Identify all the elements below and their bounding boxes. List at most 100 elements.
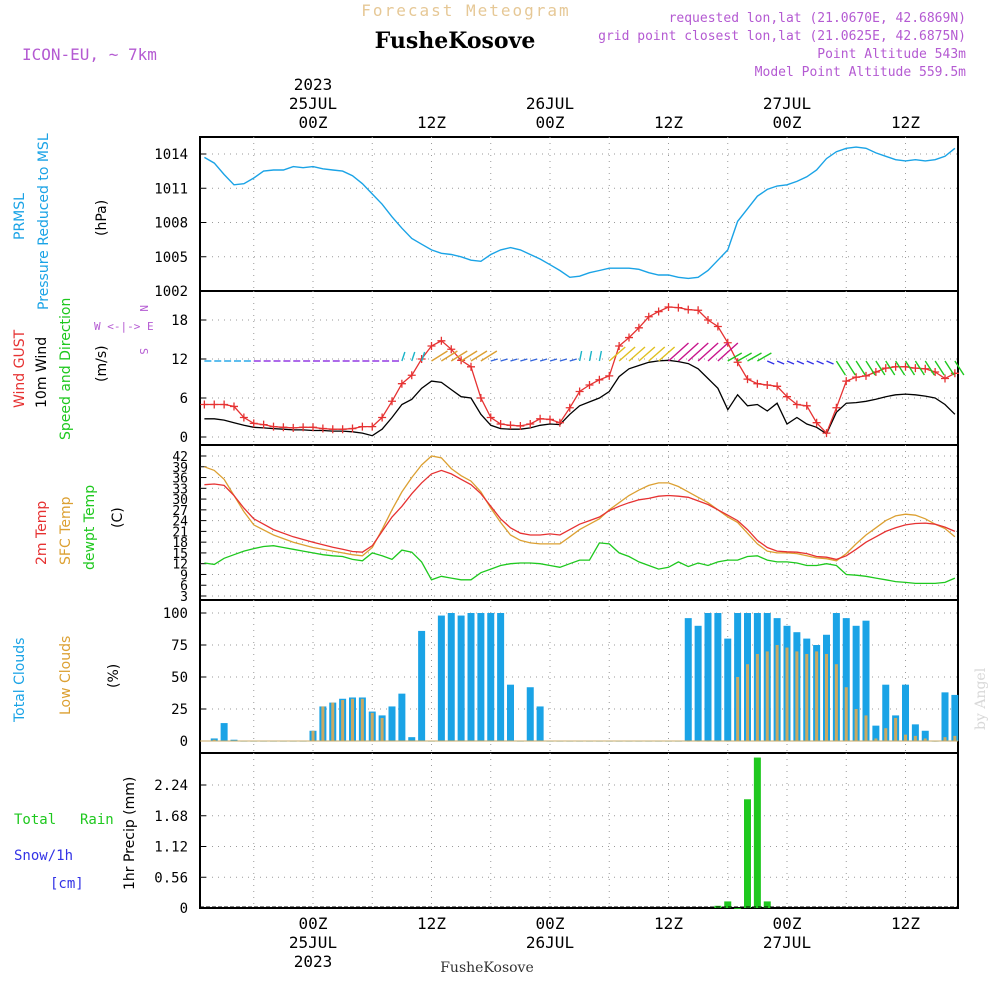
total-cloud-bar xyxy=(911,724,919,741)
wind-direction-arrow xyxy=(460,350,478,362)
wind-direction-arrow xyxy=(806,360,815,365)
total-cloud-bar xyxy=(951,694,959,741)
pressure-unit: (hPa) xyxy=(94,200,110,236)
wind-direction-arrow xyxy=(411,351,416,362)
total-cloud-bar xyxy=(862,620,870,741)
rain-bar xyxy=(753,757,761,908)
rain-bar xyxy=(744,799,751,908)
gust-point-marker xyxy=(595,375,604,384)
gust-point-marker xyxy=(378,413,387,422)
gust-point-marker xyxy=(536,414,545,423)
bottom-time-label: 12Z xyxy=(891,914,920,933)
wind-direction-arrow xyxy=(520,358,528,362)
wind-direction-arrow xyxy=(441,350,458,362)
wind-direction-arrow xyxy=(924,360,935,376)
gust-point-marker xyxy=(546,415,554,424)
ytick-label: 15 xyxy=(172,547,188,562)
gust-point-marker xyxy=(555,418,564,427)
clouds-unit: (%) xyxy=(106,664,122,688)
ytick-label: 0 xyxy=(180,901,188,917)
wind-direction-arrow xyxy=(707,342,729,362)
wind-direction-arrow xyxy=(431,350,448,362)
gust-point-marker xyxy=(812,418,821,427)
total-cloud-bar xyxy=(477,613,485,741)
wind-direction-arrow xyxy=(914,360,925,376)
wind-direction-arrow xyxy=(648,346,666,362)
total-cloud-bar xyxy=(497,613,505,741)
temp-label-dewpt: dewpt Temp xyxy=(82,485,98,570)
gust-point-marker xyxy=(881,364,890,373)
bottom-time-label: 12Z xyxy=(417,914,446,933)
ytick-label: 6 xyxy=(180,579,188,594)
gust-point-marker xyxy=(318,424,327,433)
total-cloud-bar xyxy=(902,684,909,741)
compass-rose: N W <-|-> E S xyxy=(94,305,154,355)
gust-point-marker xyxy=(753,379,762,388)
ytick-label: 0 xyxy=(180,734,188,750)
ytick-label: 18 xyxy=(172,536,188,551)
gust-point-marker xyxy=(348,424,357,433)
wind-direction-arrow xyxy=(608,346,626,362)
app-title: Forecast Meteogram xyxy=(361,1,570,20)
wind-direction-arrow xyxy=(747,352,762,362)
total-cloud-bar xyxy=(457,615,465,741)
wind-direction-arrow xyxy=(934,360,945,376)
gust-point-marker xyxy=(842,377,851,386)
gust-point-marker xyxy=(783,392,791,401)
gust-point-marker xyxy=(338,425,347,434)
total-cloud-bar xyxy=(526,687,534,741)
wind-direction-arrow xyxy=(865,360,876,376)
requested-coords: requested lon,lat (21.0670E, 42.6869N) xyxy=(669,11,966,26)
gust-point-marker xyxy=(358,422,367,431)
wind-direction-arrow xyxy=(697,342,719,362)
low-cloud-bar xyxy=(321,706,325,741)
gust-point-marker xyxy=(891,362,900,371)
top-time-label: 00Z xyxy=(773,113,802,132)
ytick-label: 6 xyxy=(180,391,188,407)
top-time-label: 12Z xyxy=(891,113,920,132)
precip-label-snow: Snow/1h xyxy=(14,848,73,864)
low-cloud-bar xyxy=(370,712,374,741)
low-cloud-bar xyxy=(746,664,749,741)
gust-point-marker xyxy=(476,394,485,402)
wind-direction-arrow xyxy=(500,358,508,362)
low-cloud-bar xyxy=(913,735,917,741)
precip-unit: 1hr Precip (mm) xyxy=(122,777,138,890)
wind-direction-arrow xyxy=(826,360,834,365)
low-cloud-bar xyxy=(351,698,354,741)
gust-point-marker xyxy=(694,306,703,315)
ytick-label: 75 xyxy=(171,638,188,654)
wind-label-gust: Wind GUST xyxy=(12,329,28,408)
low-cloud-bar xyxy=(844,687,848,741)
gust-point-marker xyxy=(832,403,841,412)
gust-point-marker xyxy=(397,379,406,388)
gust-point-marker xyxy=(625,333,633,342)
ytick-label: 2.24 xyxy=(154,778,188,794)
gust-point-marker xyxy=(585,381,594,389)
gust-point-marker xyxy=(763,381,772,389)
footer-location: FusheKosove xyxy=(440,960,534,976)
low-cloud-bar xyxy=(943,737,947,741)
low-cloud-bar xyxy=(923,738,927,741)
low-cloud-bar xyxy=(864,715,868,741)
total-cloud-bar xyxy=(536,706,544,741)
total-cloud-bar xyxy=(694,625,702,741)
ytick-label: 1.12 xyxy=(154,840,188,856)
gust-point-marker xyxy=(279,423,288,432)
data-layer xyxy=(200,146,965,909)
panel-frames xyxy=(199,136,959,909)
low-cloud-bar xyxy=(874,738,878,741)
wind-direction-arrow xyxy=(727,352,743,362)
wind-direction-arrow xyxy=(510,358,518,362)
point-altitude: Point Altitude 543m xyxy=(817,47,966,62)
gust-point-marker xyxy=(249,419,258,428)
gust-point-marker xyxy=(467,362,475,371)
ytick-label: 3 xyxy=(180,590,188,605)
wind-direction-arrow xyxy=(687,342,709,362)
temp-label-2m: 2m Temp xyxy=(34,501,50,565)
gust-point-marker xyxy=(733,358,742,367)
total-cloud-bar xyxy=(921,730,929,741)
gust-point-marker xyxy=(368,422,377,431)
gust-point-marker xyxy=(239,413,248,422)
total-cloud-bar xyxy=(852,625,860,741)
